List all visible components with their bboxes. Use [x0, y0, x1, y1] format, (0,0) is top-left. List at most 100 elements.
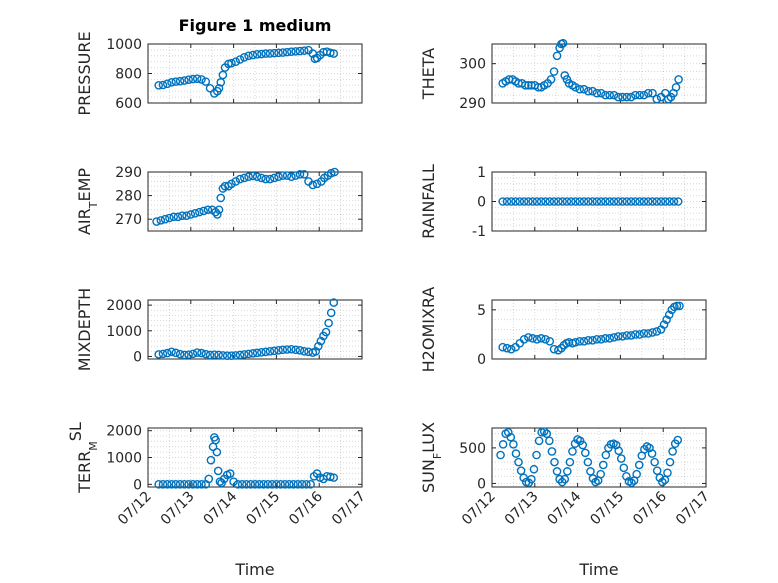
y-tick-label: 270 [115, 212, 142, 228]
data-point [188, 480, 198, 489]
data-point [562, 197, 572, 206]
data-point [571, 82, 580, 92]
y-axis-label: MIXDEPTH [75, 288, 94, 371]
data-point [216, 78, 226, 87]
data-point [541, 335, 550, 344]
data-point [502, 343, 512, 353]
data-point [192, 348, 202, 357]
data-point [227, 179, 236, 189]
data-point [631, 197, 640, 206]
data-point [289, 480, 298, 489]
data-point [165, 213, 174, 223]
y-tick-label: 1 [477, 165, 486, 181]
data-point [312, 179, 322, 189]
data-point [626, 331, 636, 340]
data-point [631, 90, 640, 100]
data-point [248, 349, 258, 358]
data-point [635, 330, 644, 339]
data-point [575, 336, 585, 346]
data-point [542, 429, 552, 438]
data-point [622, 197, 632, 206]
data-point [257, 348, 266, 357]
data-point [190, 208, 200, 218]
data-point [326, 48, 335, 58]
data-point [550, 457, 559, 467]
data-point [252, 172, 262, 182]
y-tick-label: 0 [133, 477, 142, 493]
data-point [299, 46, 309, 55]
data-point [673, 435, 683, 445]
data-point [186, 210, 196, 219]
data-point [566, 197, 576, 206]
data-point [213, 466, 223, 476]
data-point [527, 474, 536, 484]
y-tick-label: 5 [477, 303, 486, 319]
data-point [541, 197, 550, 206]
data-point [295, 46, 305, 56]
data-point [257, 49, 266, 59]
data-point [613, 197, 623, 206]
data-point [496, 450, 505, 460]
data-point [269, 173, 279, 183]
data-point [545, 197, 555, 206]
data-point [546, 75, 556, 84]
data-point [668, 447, 677, 456]
x-axis-label: Time [578, 560, 618, 579]
data-point [672, 301, 682, 311]
y-tick-label: 1000 [106, 451, 142, 467]
data-point [274, 48, 283, 58]
data-point [568, 447, 577, 456]
data-point [639, 90, 649, 100]
data-point [635, 197, 644, 206]
data-point [210, 350, 219, 359]
y-tick-label: 1000 [106, 324, 142, 340]
data-point [575, 197, 585, 206]
data-point [652, 94, 662, 104]
data-point [552, 467, 562, 476]
subplot-h2omixra: 0 5 H2OMIXRA [419, 287, 707, 372]
data-point [167, 78, 176, 87]
y-tick-label: 0 [477, 476, 486, 492]
data-point [618, 92, 627, 102]
data-point [269, 346, 279, 356]
data-point [195, 207, 204, 217]
data-point [206, 455, 216, 465]
data-point [188, 349, 198, 359]
data-point [665, 197, 674, 206]
data-point [545, 436, 554, 446]
y-tick-label: 280 [115, 189, 142, 205]
data-point [171, 348, 181, 358]
data-point [278, 171, 288, 180]
data-point [652, 466, 662, 475]
data-point [152, 217, 161, 226]
data-point [592, 88, 602, 98]
data-point [171, 480, 181, 489]
data-point [622, 92, 632, 102]
data-point [267, 480, 277, 489]
data-point [614, 446, 623, 456]
data-point [214, 83, 224, 93]
data-point [291, 47, 300, 56]
data-point [622, 472, 631, 481]
data-point [578, 440, 588, 450]
y-tick-label: 300 [459, 57, 486, 73]
data-point [308, 180, 318, 190]
data-point [662, 315, 671, 324]
data-point [506, 197, 516, 206]
data-point [554, 197, 563, 206]
data-point [287, 47, 296, 56]
data-point [664, 310, 674, 320]
data-point [222, 351, 232, 360]
ylabel-subscript: F [431, 453, 444, 459]
data-point [506, 344, 516, 354]
data-point [592, 197, 602, 206]
data-point [278, 48, 288, 57]
data-point [581, 448, 590, 458]
data-point [162, 348, 172, 358]
data-point [539, 427, 549, 436]
data-point [579, 84, 589, 94]
data-point [192, 480, 202, 489]
data-point [579, 197, 589, 206]
data-point [239, 52, 249, 62]
